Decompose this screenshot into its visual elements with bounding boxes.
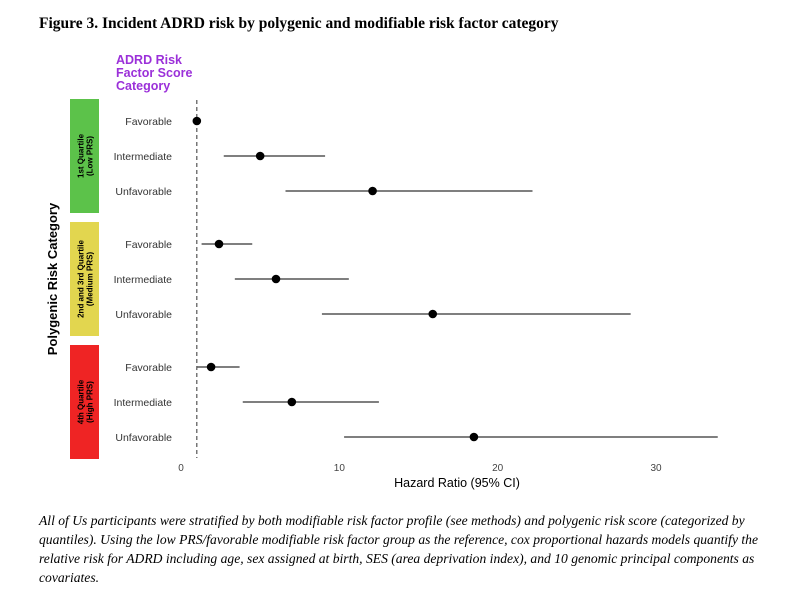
x-tick-label: 0	[178, 463, 184, 474]
hr-point	[368, 186, 377, 196]
hr-point	[192, 116, 202, 126]
hr-point	[206, 362, 216, 372]
row-label: Unfavorable	[115, 432, 172, 444]
hr-point	[287, 397, 297, 407]
hr-point	[271, 274, 281, 284]
row-header-title: Category	[116, 79, 170, 93]
x-tick-label: 10	[334, 463, 346, 474]
group-label-line: (Low PRS)	[86, 136, 95, 176]
row-header-title: Factor Score	[116, 66, 192, 80]
hr-point	[214, 239, 224, 249]
caption-lead: All of Us	[39, 513, 88, 528]
group-label: 4th Quartile(High PRS)	[77, 379, 95, 424]
group-label-line: (High PRS)	[86, 381, 95, 423]
hr-point	[428, 309, 438, 319]
row-label: Favorable	[125, 116, 172, 128]
group-label: 1st Quartile(Low PRS)	[77, 133, 95, 178]
hr-point	[469, 432, 479, 442]
row-label: Intermediate	[114, 274, 173, 286]
group-strip	[70, 345, 99, 459]
x-tick-label: 20	[492, 463, 504, 474]
row-label: Favorable	[125, 362, 172, 374]
figure-title: Figure 3. Incident ADRD risk by polygeni…	[39, 15, 559, 32]
group-label-line: (Medium PRS)	[86, 252, 95, 307]
row-label: Intermediate	[114, 397, 173, 409]
group-strip	[70, 222, 99, 336]
group-label-line: 1st Quartile	[77, 133, 86, 178]
row-header-title: ADRD Risk	[116, 53, 182, 67]
x-axis-title: Hazard Ratio (95% CI)	[394, 476, 520, 490]
row-label: Unfavorable	[115, 309, 172, 321]
group-label-line: 4th Quartile	[77, 379, 86, 424]
group-strip	[70, 99, 99, 213]
hr-point	[255, 151, 265, 161]
group-label: 2nd and 3rd Quartile(Medium PRS)	[77, 240, 95, 318]
figure-caption: All of Us participants were stratified b…	[39, 511, 764, 587]
row-label: Intermediate	[114, 151, 173, 163]
row-label: Favorable	[125, 239, 172, 251]
x-tick-label: 30	[650, 463, 662, 474]
caption-text: participants were stratified by both mod…	[39, 513, 759, 585]
group-label-line: 2nd and 3rd Quartile	[77, 240, 86, 318]
row-label: Unfavorable	[115, 186, 172, 198]
y-axis-title: Polygenic Risk Category	[45, 202, 60, 355]
